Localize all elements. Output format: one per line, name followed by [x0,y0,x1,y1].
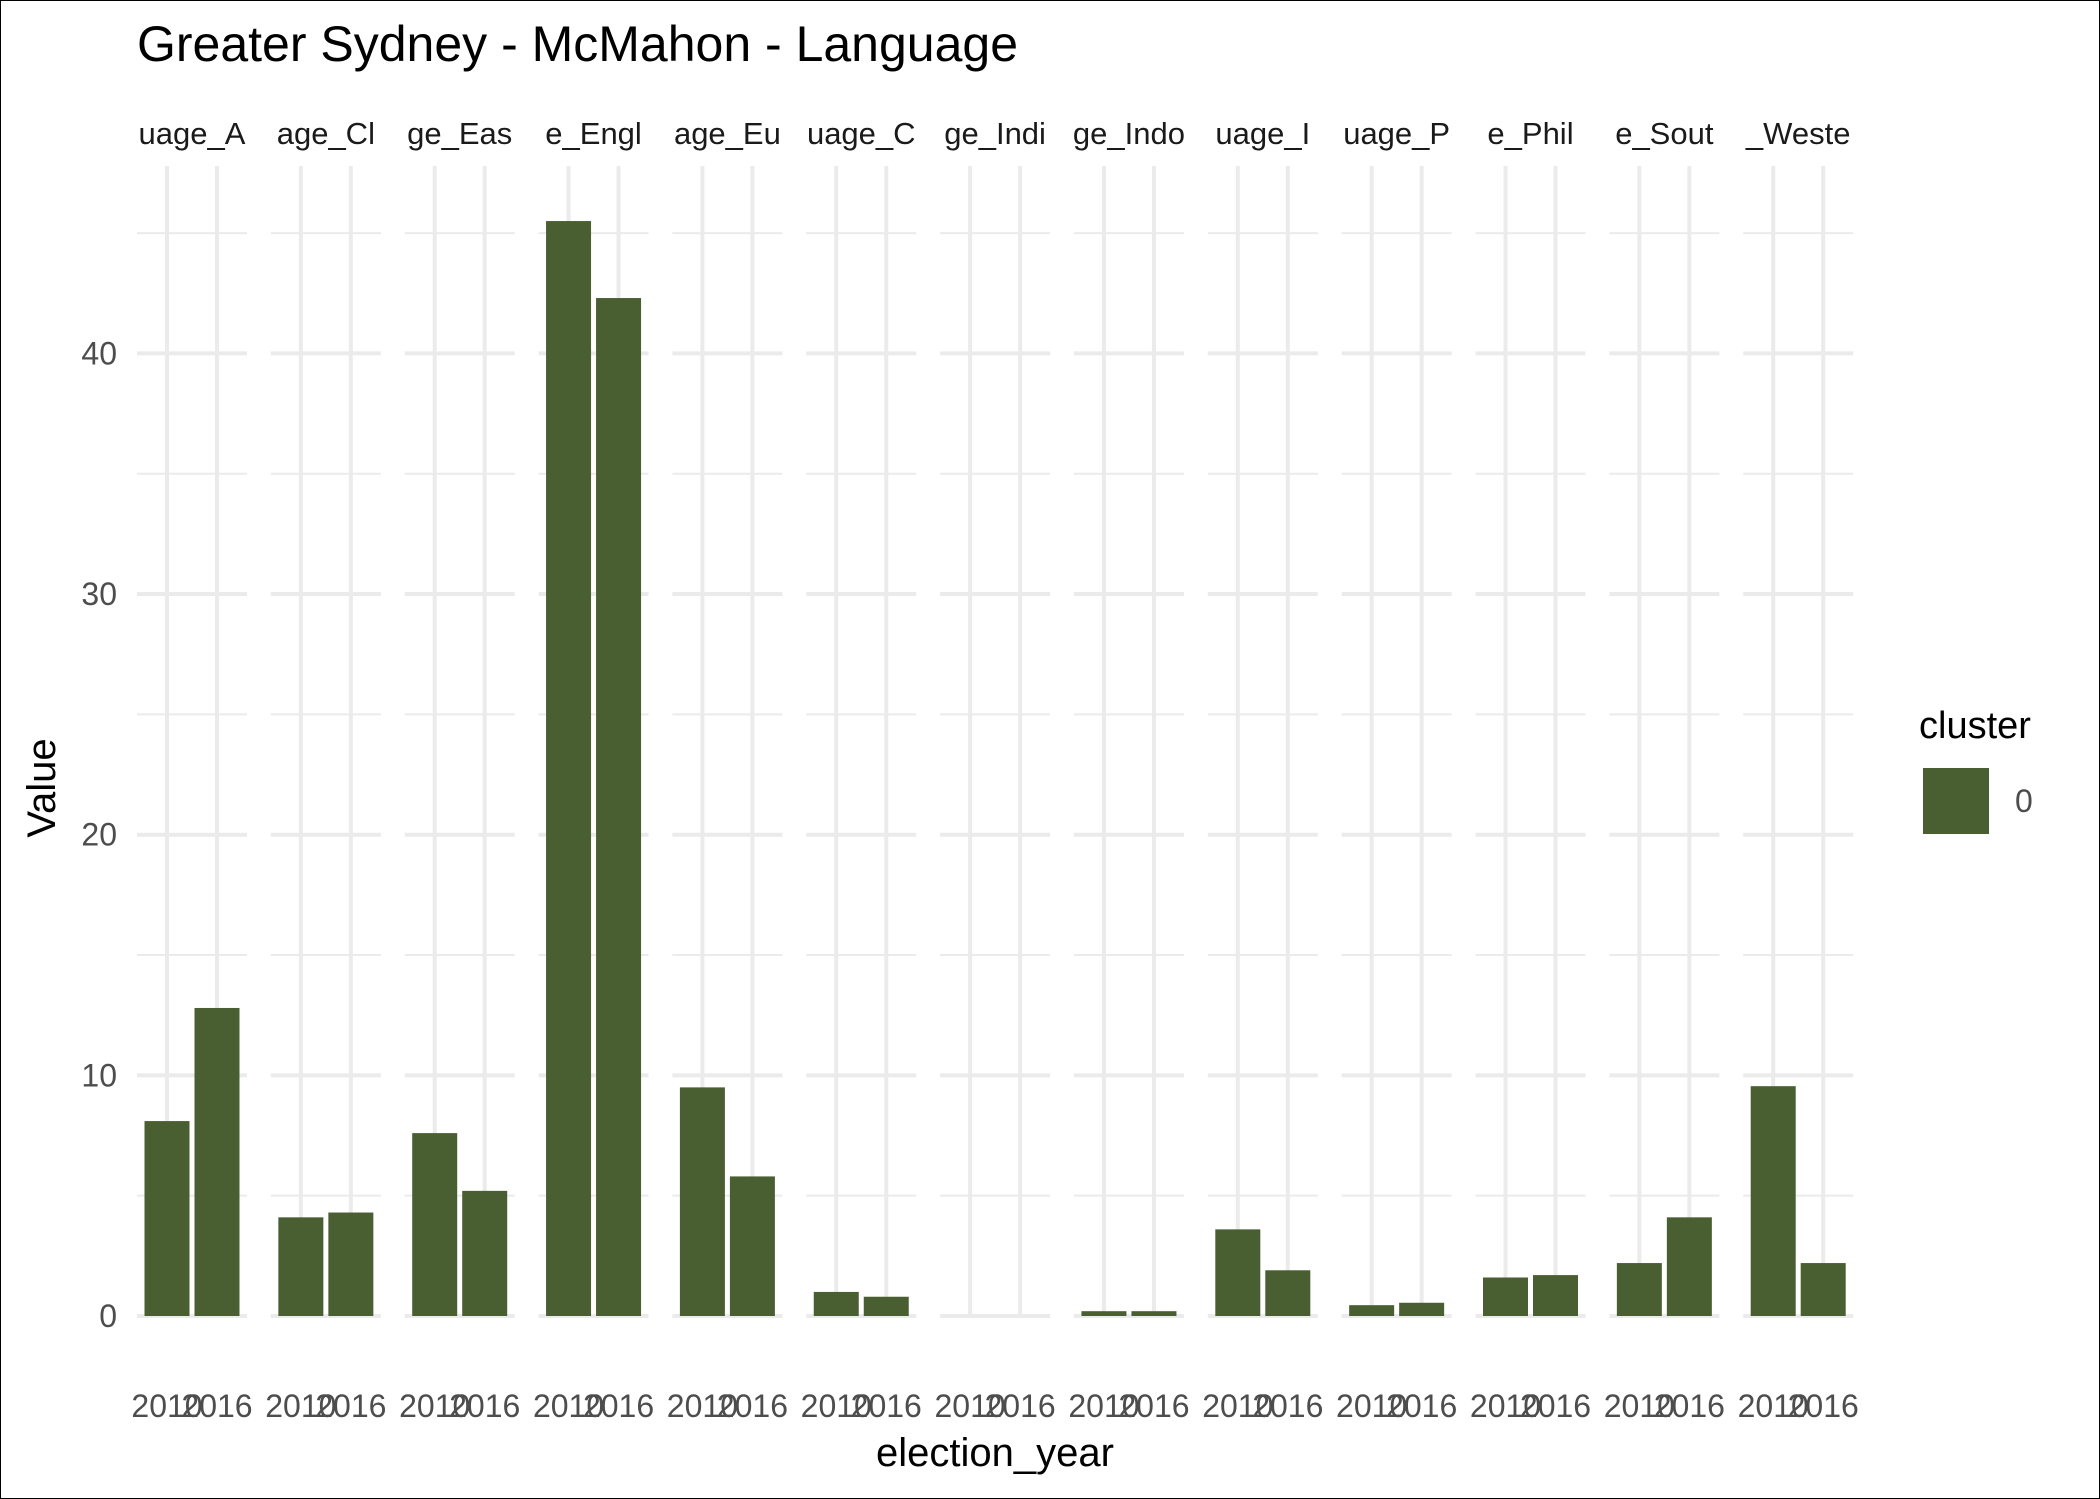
bar [596,298,642,1316]
facet-strip-label: age_Cl [277,116,375,151]
x-tick-label: 2010 [1202,1388,1273,1424]
bar [813,1291,859,1316]
facet-strip-label: e_Sout [1615,116,1714,151]
facet-strip-label: ge_Indo [1073,116,1185,151]
facet-strip-label: _Weste [1745,116,1851,151]
x-tick-label: 2010 [399,1388,470,1424]
x-tick-label: 2010 [533,1388,604,1424]
legend: cluster 0 [1919,705,2033,834]
y-axis-label: Value [20,738,64,837]
facet-strip-label: e_Phil [1487,116,1573,151]
legend-label: 0 [2015,783,2033,819]
facet-strip-label: age_Eu [674,116,781,151]
y-axis: 0 10 20 30 40 [81,335,117,1334]
x-tick-label: 2016 [851,1388,922,1424]
facet-strip-label: uage_I [1215,116,1310,151]
x-tick-label: 2016 [1386,1388,1457,1424]
bar [546,221,592,1317]
x-axis-label: election_year [876,1431,1114,1475]
x-tick-label: 2010 [265,1388,336,1424]
x-tick-label: 2016 [315,1388,386,1424]
x-tick-label: 2010 [801,1388,872,1424]
bar [1081,1311,1127,1316]
bar [328,1212,374,1316]
x-tick-label: 2010 [1336,1388,1407,1424]
x-tick-label: 2016 [583,1388,654,1424]
x-tick-label: 2010 [1738,1388,1809,1424]
y-tick-label: 0 [99,1298,117,1334]
facet-strip-label: ge_Indi [944,116,1046,151]
facet-strip-label: ge_Eas [407,116,512,151]
bar [1131,1311,1177,1316]
facet-strip-label: uage_P [1343,116,1450,151]
legend-title: cluster [1919,705,2031,747]
x-tick-label: 2010 [1604,1388,1675,1424]
x-tick-label: 2016 [1520,1388,1591,1424]
bar [1265,1270,1311,1316]
bar [194,1007,240,1316]
x-tick-label: 2016 [181,1388,252,1424]
x-tick-label: 2010 [667,1388,738,1424]
facet-strips: uage_A age_Cl ge_Eas e_Engl age_Eu uage_C ge_I… [139,116,1851,151]
y-tick-label: 20 [81,817,117,853]
facet-strip-label: uage_A [139,116,246,151]
legend-key [1923,768,1989,834]
bars [144,221,1846,1317]
bar [1666,1217,1712,1316]
y-tick-label: 30 [81,576,117,612]
bar [278,1217,324,1316]
y-tick-label: 10 [81,1057,117,1093]
chart-title: Greater Sydney - McMahon - Language [137,16,1018,72]
bar [462,1190,508,1316]
facet-strip-label: e_Engl [545,116,642,151]
bar [144,1121,190,1316]
x-tick-label: 2016 [1252,1388,1323,1424]
bar [1750,1086,1796,1316]
grid [137,166,1854,1318]
x-tick-label: 2016 [1654,1388,1725,1424]
bar [1483,1277,1528,1316]
x-tick-label: 2010 [935,1388,1006,1424]
bar [679,1087,725,1316]
bar [412,1133,458,1316]
bar [1616,1263,1662,1316]
x-tick-label: 2016 [449,1388,520,1424]
y-tick-label: 40 [81,335,117,371]
x-tick-label: 2016 [1118,1388,1189,1424]
bar [1399,1302,1445,1316]
x-tick-label: 2016 [985,1388,1056,1424]
x-tick-label: 2010 [1068,1388,1139,1424]
x-tick-label: 2010 [1470,1388,1541,1424]
facet-strip-label: uage_C [807,116,916,151]
x-tick-label: 2016 [717,1388,788,1424]
x-tick-label: 2016 [1788,1388,1859,1424]
x-tick-label: 2010 [131,1388,202,1424]
bar [1533,1275,1578,1316]
bar [1215,1229,1261,1316]
bar [729,1176,775,1316]
bar [1800,1263,1846,1316]
bar [1349,1305,1395,1316]
bar [863,1296,909,1316]
